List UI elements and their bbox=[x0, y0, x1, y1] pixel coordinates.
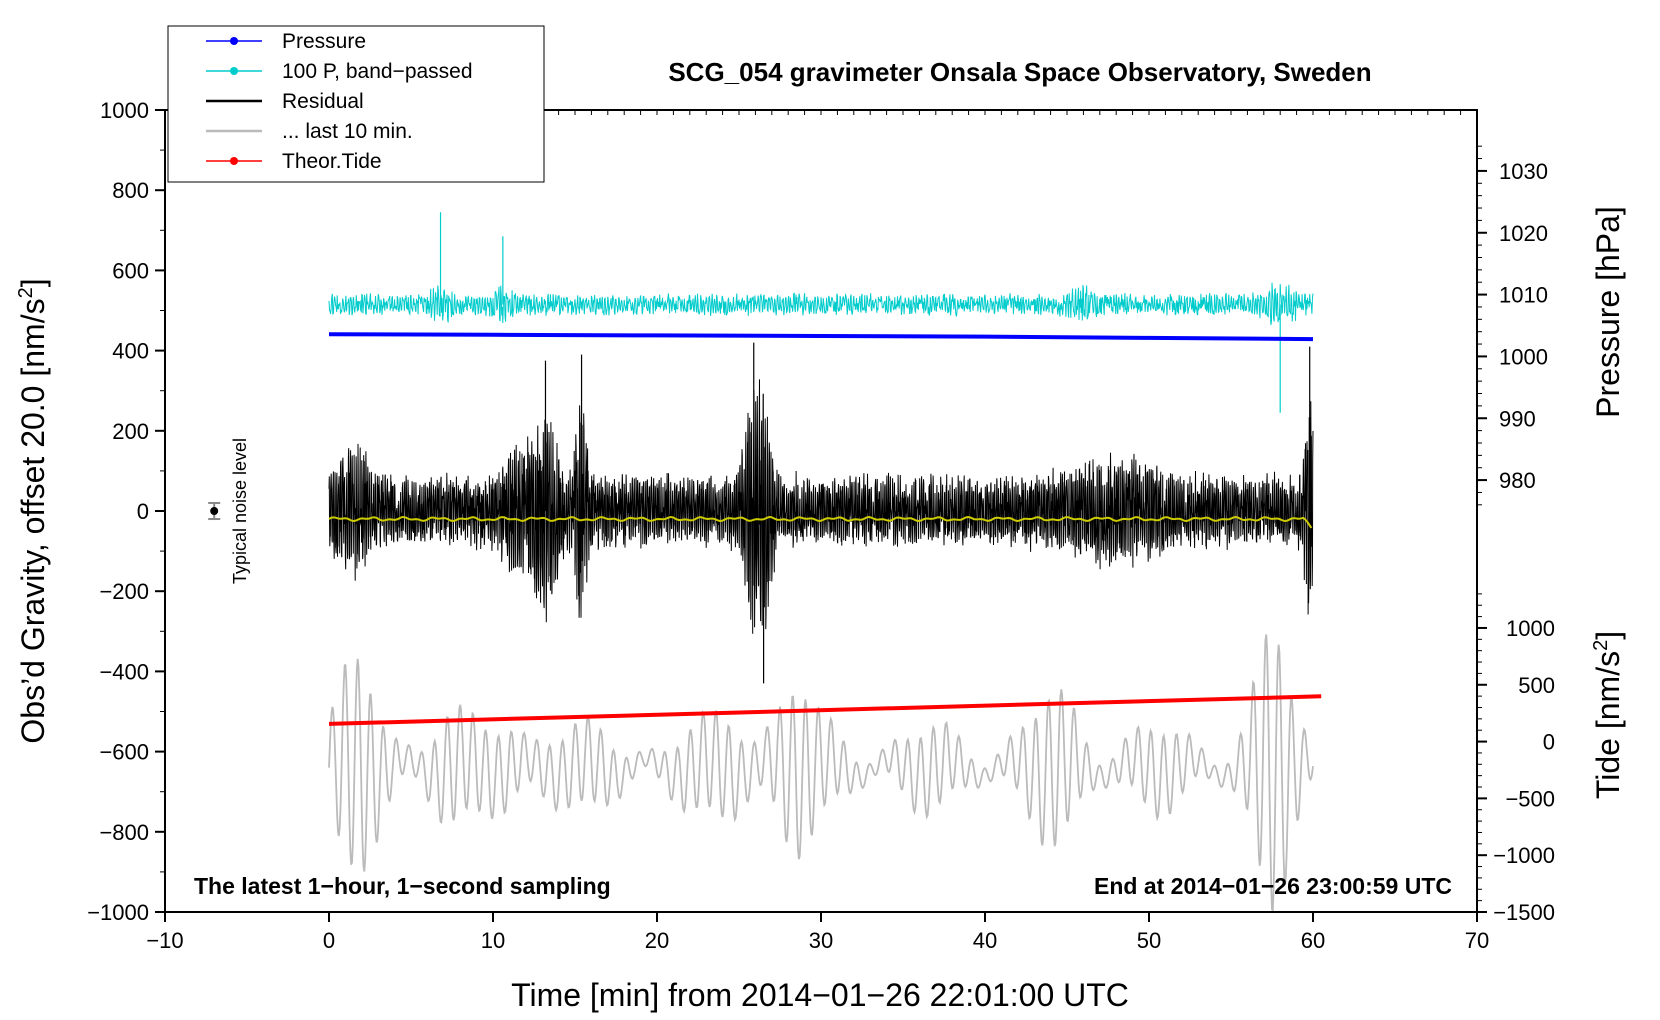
legend: Pressure 100 P, band−passed Residual ... la… bbox=[167, 25, 545, 183]
pressure-tick-label: 990 bbox=[1499, 406, 1536, 431]
y-axis-title-tide: Tide [nm/s2] bbox=[1590, 631, 1626, 799]
x-tick-label: −10 bbox=[146, 928, 183, 953]
series-band-passed-line bbox=[328, 282, 1314, 326]
series-residual-line bbox=[328, 379, 1314, 634]
y-tick-label: 400 bbox=[112, 339, 149, 364]
tide-tick-label: 1000 bbox=[1506, 616, 1555, 641]
y-axis-gravity: −1000 −800 −600 −400 −200 0 200 400 600 800 1000 bbox=[87, 98, 165, 925]
noise-level-label: Typical noise level bbox=[230, 438, 250, 584]
y-axis-title-pressure: Pressure [hPa] bbox=[1590, 206, 1626, 418]
pressure-tick-label: 1030 bbox=[1499, 159, 1548, 184]
y-tick-label: −800 bbox=[99, 820, 149, 845]
y-tick-label: −400 bbox=[99, 659, 149, 684]
y-tick-label: −1000 bbox=[87, 900, 149, 925]
y-axis-title-tide-text: Tide [nm/s bbox=[1590, 651, 1626, 799]
legend-label: 100 P, band−passed bbox=[282, 60, 473, 83]
tide-tick-label: 500 bbox=[1518, 673, 1555, 698]
y-tick-label: 0 bbox=[137, 499, 149, 524]
noise-point bbox=[210, 507, 219, 515]
annotation-end-time: End at 2014−01−26 23:00:59 UTC bbox=[1094, 873, 1452, 899]
legend-marker bbox=[230, 157, 238, 165]
pressure-tick-label: 1000 bbox=[1499, 344, 1548, 369]
pressure-tick-label: 1020 bbox=[1499, 221, 1548, 246]
x-tick-label: 0 bbox=[323, 928, 335, 953]
y-tick-label: −200 bbox=[99, 579, 149, 604]
x-tick-label: 30 bbox=[809, 928, 833, 953]
y-axis-title-gravity-text: Obs’d Gravity, offset 20.0 [nm/s bbox=[15, 298, 51, 743]
y-tick-label: 200 bbox=[112, 419, 149, 444]
x-tick-label: 50 bbox=[1137, 928, 1161, 953]
tide-tick-label: −500 bbox=[1505, 786, 1555, 811]
annotation-sampling: The latest 1−hour, 1−second sampling bbox=[194, 873, 611, 899]
legend-label: Theor.Tide bbox=[282, 150, 382, 173]
x-tick-label: 70 bbox=[1465, 928, 1489, 953]
legend-label: ... last 10 min. bbox=[282, 120, 413, 143]
pressure-tick-label: 980 bbox=[1499, 468, 1536, 493]
noise-level-marker bbox=[208, 501, 221, 521]
legend-label: Pressure bbox=[282, 30, 366, 53]
legend-box bbox=[167, 25, 545, 183]
y-tick-label: 600 bbox=[112, 258, 149, 283]
y-axis-tide: −1500 −1000 −500 0 500 1000 bbox=[1477, 593, 1555, 925]
tide-tick-label: −1500 bbox=[1493, 900, 1555, 925]
y-axis-title-gravity: Obs’d Gravity, offset 20.0 [nm/s2] bbox=[15, 278, 51, 743]
series-pressure-line bbox=[328, 332, 1314, 342]
y-axis-title-gravity-close: ] bbox=[15, 278, 51, 287]
x-tick-label: 10 bbox=[481, 928, 505, 953]
x-tick-label: 60 bbox=[1301, 928, 1325, 953]
y-tick-label: 1000 bbox=[100, 98, 149, 123]
chart-title: SCG_054 gravimeter Onsala Space Observat… bbox=[668, 57, 1371, 87]
x-tick-label: 20 bbox=[645, 928, 669, 953]
y-tick-label: 800 bbox=[112, 178, 149, 203]
legend-marker bbox=[230, 67, 238, 75]
y-axis-title-tide-sup: 2 bbox=[1590, 640, 1612, 651]
tide-tick-label: 0 bbox=[1543, 730, 1555, 755]
y-axis-title-tide-close: ] bbox=[1590, 631, 1626, 640]
x-tick-label: 40 bbox=[973, 928, 997, 953]
series-tide-line bbox=[328, 694, 1322, 726]
y-tick-label: −600 bbox=[99, 740, 149, 765]
legend-marker bbox=[230, 37, 238, 45]
pressure-tick-label: 1010 bbox=[1499, 283, 1548, 308]
y-axis-title-gravity-sup: 2 bbox=[15, 287, 37, 298]
series-last-10-min-line bbox=[328, 634, 1314, 913]
x-axis-title: Time [min] from 2014−01−26 22:01:00 UTC bbox=[511, 977, 1129, 1013]
x-axis: −10 0 10 20 30 40 50 60 70 bbox=[146, 110, 1489, 953]
series-residual-smoothed-line bbox=[328, 515, 1313, 529]
y-axis-pressure: 980 990 1000 1010 1020 1030 bbox=[1477, 145, 1548, 506]
tide-tick-label: −1000 bbox=[1493, 843, 1555, 868]
series-layer bbox=[328, 212, 1322, 913]
legend-label: Residual bbox=[282, 90, 364, 113]
